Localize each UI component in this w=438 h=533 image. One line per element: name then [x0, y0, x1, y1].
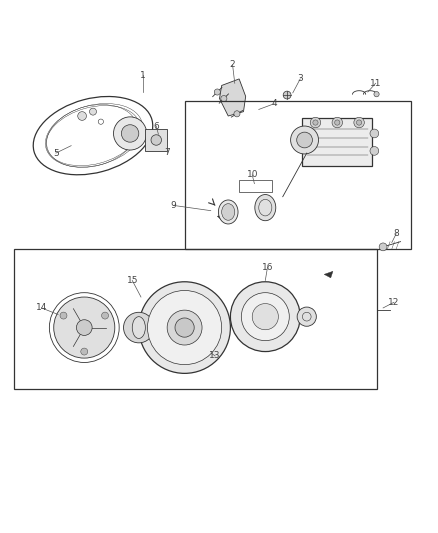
Circle shape [76, 320, 92, 335]
Text: 8: 8 [392, 229, 398, 238]
Circle shape [220, 95, 226, 102]
Circle shape [151, 135, 161, 145]
Text: 1: 1 [140, 71, 146, 80]
Circle shape [123, 312, 154, 343]
Circle shape [283, 91, 290, 99]
Circle shape [167, 310, 201, 345]
Text: 14: 14 [36, 303, 47, 312]
Bar [14, 249, 376, 389]
Circle shape [369, 147, 378, 155]
Circle shape [353, 117, 364, 128]
Text: 11: 11 [369, 79, 381, 88]
Bar [145, 129, 167, 151]
Circle shape [290, 126, 318, 154]
Circle shape [81, 348, 88, 355]
Circle shape [373, 92, 378, 97]
Circle shape [369, 129, 378, 138]
Circle shape [101, 312, 108, 319]
Circle shape [334, 120, 339, 125]
Circle shape [331, 117, 342, 128]
Text: 5: 5 [53, 149, 59, 158]
Text: 10: 10 [246, 171, 258, 180]
Text: 12: 12 [388, 298, 399, 307]
Text: 6: 6 [153, 122, 159, 131]
Text: 3: 3 [297, 75, 302, 84]
Polygon shape [219, 79, 245, 116]
Circle shape [60, 312, 67, 319]
Ellipse shape [218, 200, 237, 224]
Circle shape [233, 111, 240, 117]
Circle shape [312, 120, 318, 125]
Circle shape [89, 108, 96, 115]
Circle shape [230, 282, 300, 352]
Circle shape [147, 290, 221, 365]
Text: 9: 9 [170, 201, 176, 210]
Text: 2: 2 [229, 60, 235, 69]
Circle shape [356, 120, 361, 125]
Circle shape [241, 293, 289, 341]
Text: 16: 16 [261, 263, 272, 272]
Circle shape [113, 117, 146, 150]
Polygon shape [217, 213, 225, 221]
Circle shape [252, 304, 278, 330]
Text: 15: 15 [126, 276, 138, 285]
Circle shape [138, 282, 230, 374]
Circle shape [175, 318, 194, 337]
Text: 7: 7 [164, 148, 170, 157]
Circle shape [214, 89, 220, 95]
Bar [184, 101, 410, 249]
Circle shape [121, 125, 138, 142]
Ellipse shape [221, 204, 234, 220]
Circle shape [53, 297, 115, 358]
Circle shape [297, 307, 316, 326]
Circle shape [378, 243, 386, 251]
Ellipse shape [132, 317, 145, 338]
Bar [302, 118, 371, 166]
Text: 13: 13 [209, 351, 220, 360]
Circle shape [310, 117, 320, 128]
Text: 4: 4 [271, 99, 276, 108]
Circle shape [98, 119, 103, 124]
Polygon shape [323, 271, 332, 278]
Bar [239, 180, 271, 192]
Circle shape [296, 132, 312, 148]
Ellipse shape [254, 195, 275, 221]
Circle shape [78, 111, 86, 120]
